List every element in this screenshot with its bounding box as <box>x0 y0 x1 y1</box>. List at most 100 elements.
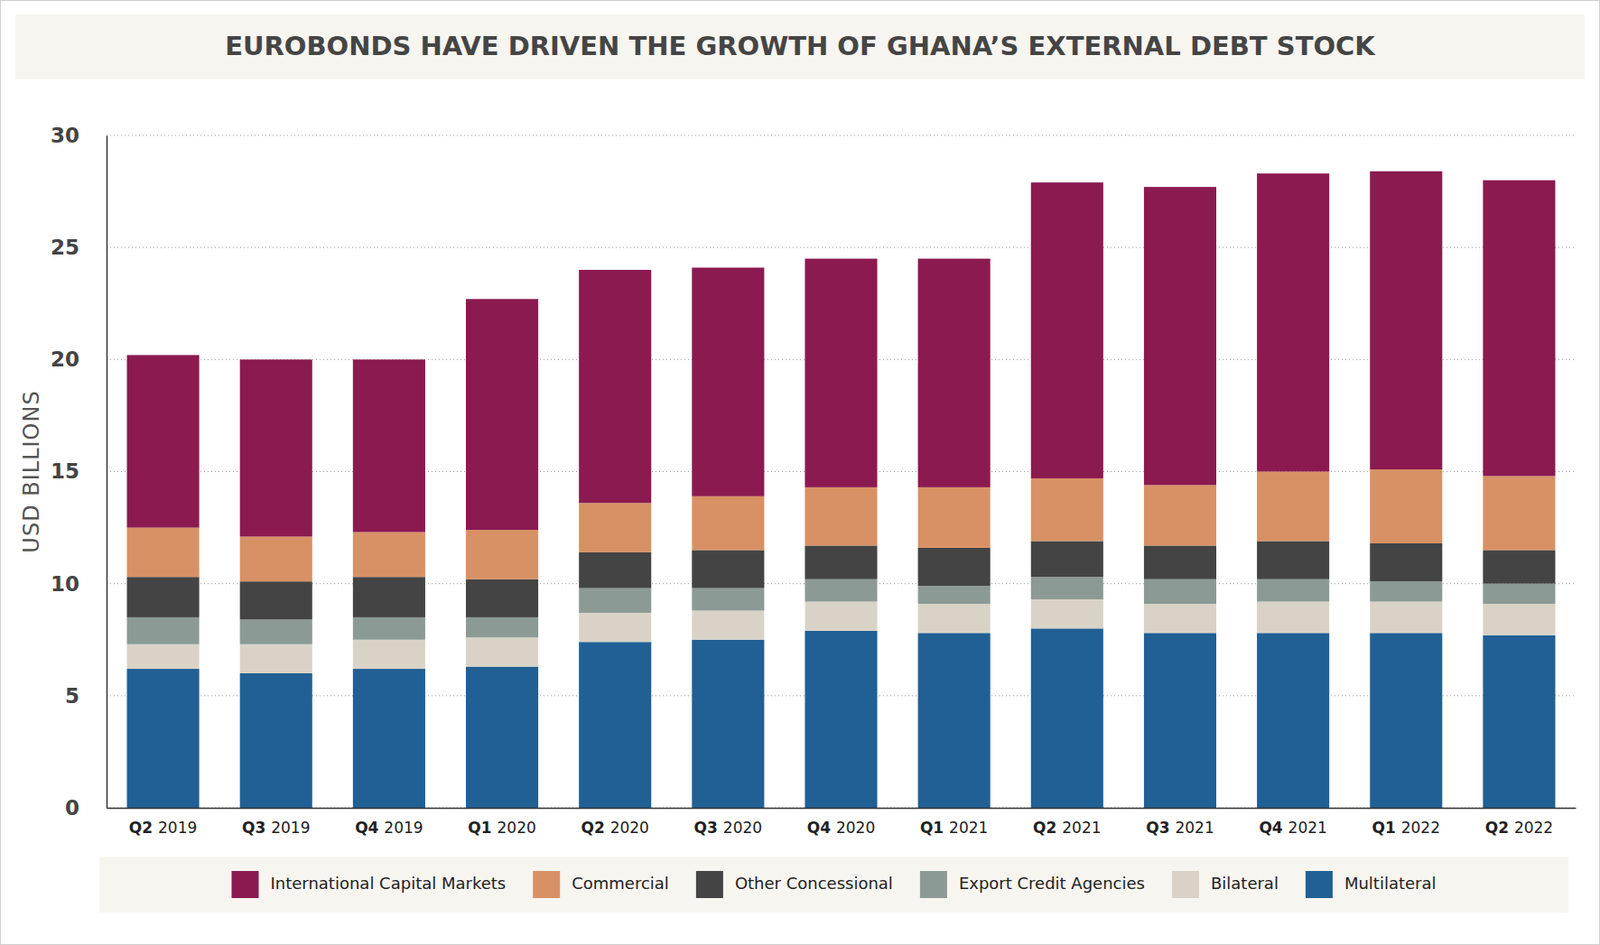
legend-swatch <box>232 871 260 899</box>
bar <box>578 269 652 503</box>
bar <box>691 610 764 640</box>
tick-label: 30 <box>50 123 80 148</box>
bar <box>578 588 652 614</box>
bar <box>804 602 877 632</box>
tick-label: 5 <box>65 684 80 708</box>
bar <box>127 528 200 578</box>
bar <box>1482 475 1555 550</box>
bar <box>127 354 200 528</box>
bar <box>1144 604 1217 633</box>
tick: 15 <box>50 459 107 484</box>
bar <box>691 268 764 497</box>
bar <box>1256 632 1330 809</box>
bar <box>1144 579 1217 605</box>
tick-label: Q3 2020 <box>694 818 763 838</box>
tick-label: Q2 2021 <box>1032 818 1101 838</box>
legend-label: Multilateral <box>1344 874 1437 894</box>
legend-band <box>99 856 1569 913</box>
y-axis: 0 5 10 15 20 25 30 <box>50 123 108 820</box>
bar <box>1369 632 1442 809</box>
tick-label: Q2 2022 <box>1485 818 1554 838</box>
grid-line <box>106 135 1576 137</box>
bar <box>1369 171 1442 470</box>
frame <box>0 0 1600 945</box>
bar <box>127 669 200 809</box>
x-axis: Q2 2019 Q3 2019 Q4 2019 Q1 2020 Q2 2020 Q3 20… <box>107 808 1577 838</box>
bar <box>240 644 313 674</box>
bar <box>1482 549 1555 584</box>
bar <box>1369 543 1442 582</box>
tick-label: Q1 2022 <box>1372 818 1441 838</box>
bar <box>127 644 200 670</box>
legend-item: International Capital Markets <box>232 871 507 899</box>
bar <box>1482 604 1555 636</box>
bar <box>691 496 764 551</box>
bar <box>918 259 991 488</box>
tick-label: Q2 2019 <box>129 818 197 838</box>
tick-label: Q4 2021 <box>1258 818 1327 838</box>
bar <box>804 259 877 488</box>
legend-item: Export Credit Agencies <box>920 871 1145 899</box>
bar <box>1369 469 1442 544</box>
tick-label: Q1 2021 <box>920 818 988 838</box>
bar <box>465 667 539 809</box>
tick-label: 25 <box>50 235 80 260</box>
bar <box>691 640 764 809</box>
bar <box>578 552 652 589</box>
bar <box>1144 484 1217 546</box>
bar <box>804 487 877 547</box>
tick: Q4 2019 <box>354 808 423 838</box>
bar <box>465 298 539 531</box>
bar <box>240 619 313 644</box>
tick: Q4 2020 <box>807 808 875 838</box>
tick: Q2 2020 <box>580 808 649 838</box>
tick-label: 15 <box>50 459 80 484</box>
legend-label: International Capital Markets <box>270 874 507 894</box>
bar <box>353 576 426 618</box>
bar <box>1256 540 1330 579</box>
tick: Q3 2019 <box>241 808 310 838</box>
bar <box>691 588 764 612</box>
bar <box>1482 180 1555 477</box>
bar <box>353 640 426 670</box>
bar <box>1256 173 1330 472</box>
bar <box>1144 545 1217 579</box>
bar <box>918 548 991 587</box>
legend-swatch <box>1172 871 1200 899</box>
legend-label: Export Credit Agencies <box>958 874 1145 894</box>
bar <box>918 586 991 605</box>
axis-line <box>107 808 1577 810</box>
bar <box>1482 584 1555 605</box>
title-band <box>15 14 1585 80</box>
tick: 30 <box>50 123 107 148</box>
tick: 20 <box>50 347 107 372</box>
legend-swatch <box>532 871 560 899</box>
plot: 0 5 10 15 20 25 30 Q2 2019 Q3 2019 Q4 2019 Q1 2020… <box>50 123 1577 838</box>
legend-swatch <box>696 871 724 899</box>
bar <box>1256 579 1330 603</box>
tick: 5 <box>65 684 107 708</box>
bar <box>1031 182 1104 479</box>
bar <box>918 632 991 809</box>
bar <box>1031 628 1104 809</box>
tick-label: Q2 2020 <box>580 818 649 838</box>
bar <box>578 502 652 553</box>
bar <box>1256 602 1330 634</box>
legend-item: Commercial <box>532 871 670 899</box>
y-axis-title: USD BILLIONS <box>18 390 45 553</box>
tick: 10 <box>50 572 107 596</box>
tick-label: Q3 2021 <box>1145 818 1214 838</box>
tick-label: 0 <box>65 796 80 820</box>
tick: Q3 2021 <box>1145 808 1214 838</box>
bar <box>353 532 426 578</box>
legend-item: Bilateral <box>1172 871 1279 899</box>
bar <box>1031 576 1104 600</box>
bar <box>465 637 539 667</box>
bar <box>1256 472 1330 542</box>
legend-label: Commercial <box>571 874 670 894</box>
bar <box>804 631 877 809</box>
tick: Q2 2019 <box>129 808 197 838</box>
tick-label: Q1 2020 <box>467 818 536 838</box>
bar <box>1482 635 1555 809</box>
tick: Q1 2022 <box>1372 808 1441 838</box>
